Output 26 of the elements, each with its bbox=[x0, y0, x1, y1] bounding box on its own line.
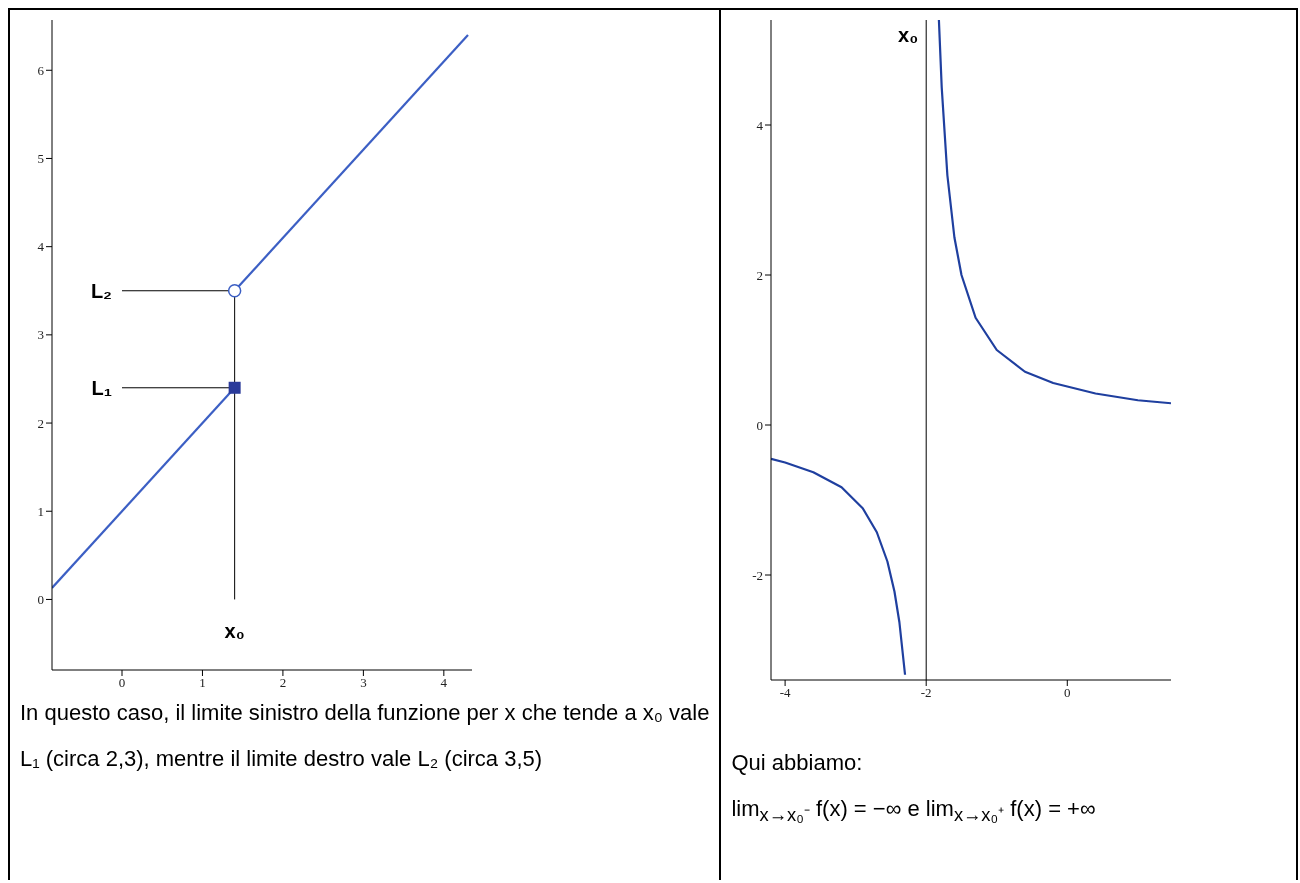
y-tick-label: 6 bbox=[37, 62, 45, 78]
x-tick-label: -2 bbox=[921, 685, 933, 701]
x-tick-label: 3 bbox=[360, 675, 367, 691]
ref-line-label: x₀ bbox=[224, 619, 245, 642]
y-tick-label: 5 bbox=[37, 151, 44, 167]
y-tick-label: 4 bbox=[37, 239, 45, 255]
ref-line-label: x₀ bbox=[898, 24, 919, 47]
x-tick-label: 4 bbox=[440, 675, 448, 691]
x-tick-label: -4 bbox=[780, 685, 792, 701]
y-tick-label: 2 bbox=[37, 415, 44, 431]
x-tick-label: 2 bbox=[279, 675, 287, 691]
y-tick-label: 4 bbox=[756, 117, 764, 133]
ref-line-label: L₁ bbox=[91, 376, 112, 399]
text: Qui abbiamo: bbox=[731, 749, 864, 777]
y-tick-label: 2 bbox=[756, 267, 764, 283]
y-tick-label: 3 bbox=[37, 327, 44, 343]
x-tick-label: 1 bbox=[199, 675, 206, 691]
y-tick-label: -2 bbox=[752, 567, 764, 583]
y-tick-label: 0 bbox=[37, 592, 44, 608]
x-tick-label: 0 bbox=[118, 675, 126, 691]
y-tick-label: 0 bbox=[756, 417, 764, 433]
x-tick-label: 0 bbox=[1064, 685, 1071, 701]
y-tick-label: 1 bbox=[37, 503, 44, 519]
text: lim$_{x→x₀⁻}$ f(x) = −∞ e lim$_{x→x₀⁺}$ f(x) = +∞ bbox=[731, 795, 1097, 828]
ref-line-label: L₂ bbox=[90, 279, 112, 302]
text: In questo caso, il limite sinistro della funzione per x che tende a x₀ vale L₁ (circa 2,3), mentre il limite destro vale L₂ (circa 3,5) bbox=[20, 699, 710, 773]
